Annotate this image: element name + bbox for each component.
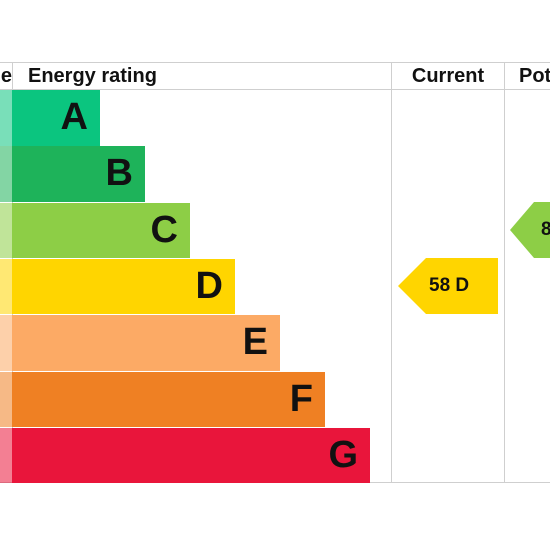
potential-rating-arrow: 8 [510,202,550,258]
column-divider-current [391,62,392,483]
band-d: D [12,258,235,315]
energy-rating-header: Energy rating [28,65,157,87]
left-column-header: e [0,65,12,87]
band-f-stub [0,371,12,427]
column-divider-potential [504,62,505,483]
current-column-header: Current [411,65,485,87]
band-g-stub [0,427,12,484]
band-d-stub [0,258,12,315]
band-b: B [12,146,145,202]
band-a-stub [0,90,12,146]
band-e-stub [0,315,12,371]
table-top-border [0,62,550,63]
band-a: A [12,90,100,146]
band-c: C [12,202,190,259]
band-f: F [12,371,325,427]
band-e: E [12,315,280,371]
header-divider [0,89,550,90]
band-g: G [12,427,370,484]
current-rating-arrow: 58 D [398,258,498,314]
potential-column-header: Pot [519,65,550,87]
band-b-stub [0,146,12,202]
band-c-stub [0,202,12,259]
